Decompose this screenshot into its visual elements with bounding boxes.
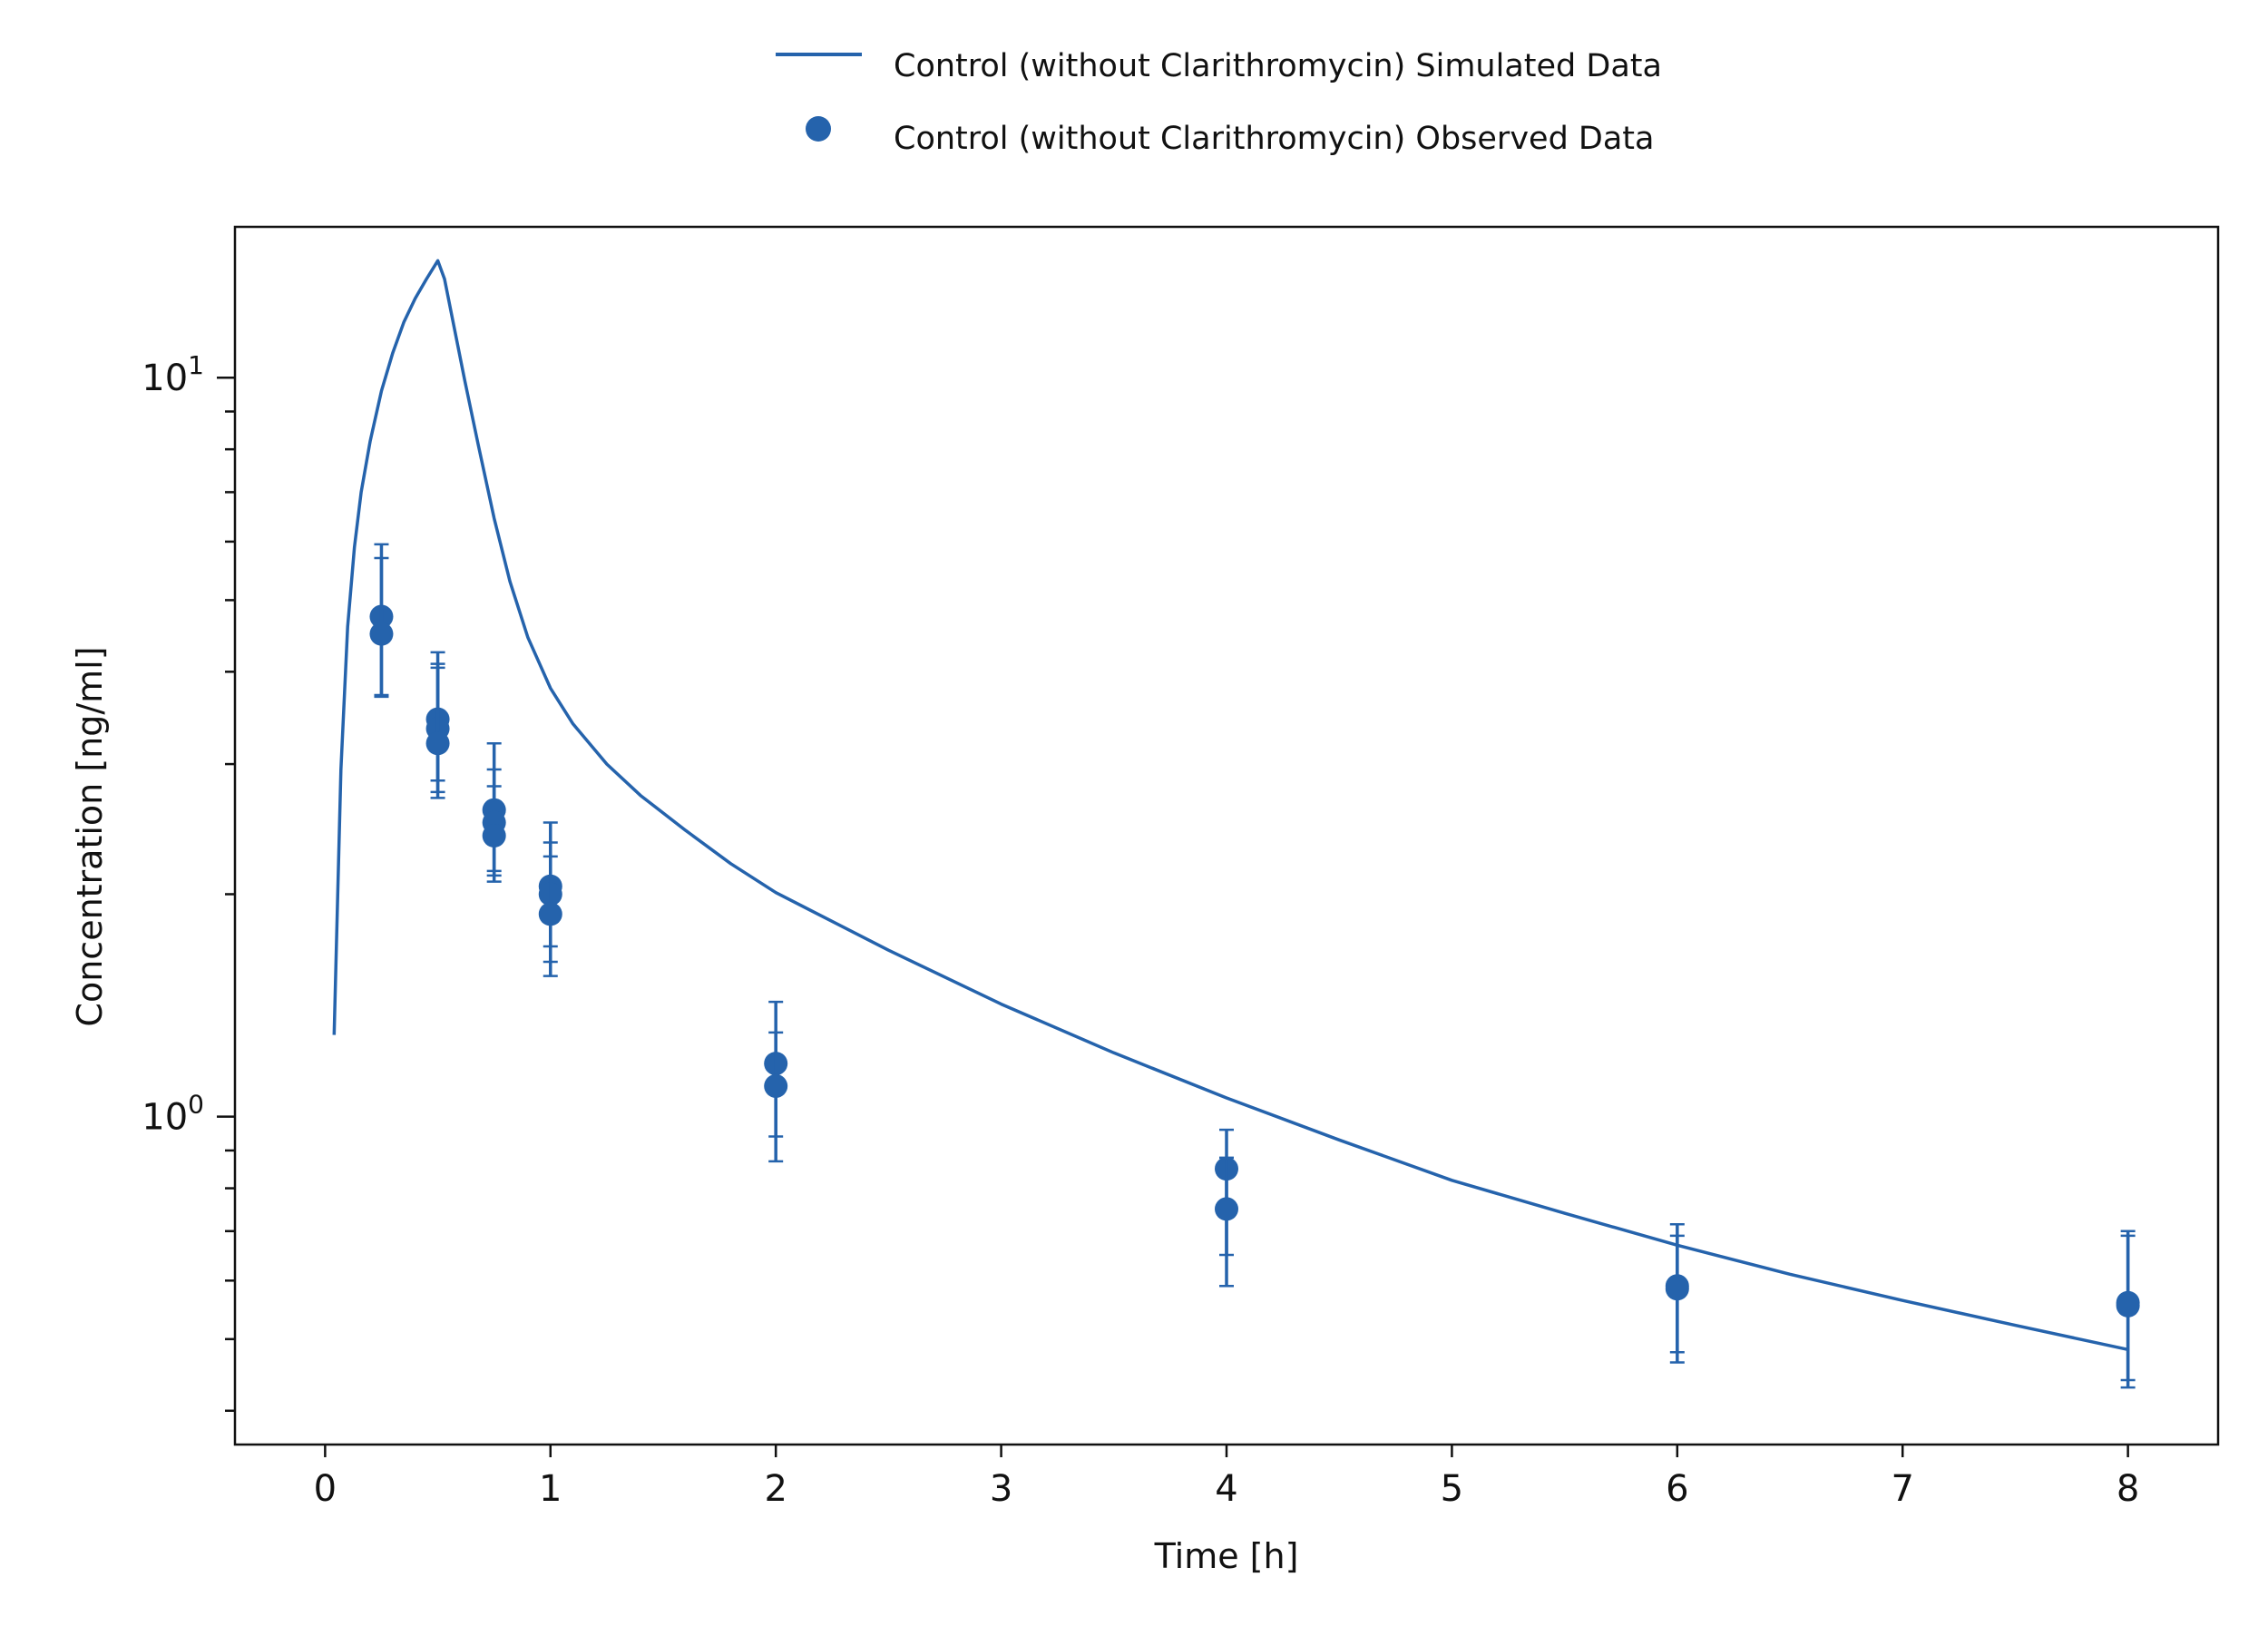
observed-point [1215, 1197, 1238, 1221]
observed-point-group [482, 785, 506, 873]
legend-label-simulated: Control (without Clarithromycin) Simulat… [894, 48, 1662, 84]
observed-series [369, 543, 2140, 1389]
observed-point [425, 731, 450, 756]
x-tick-label: 6 [1666, 1468, 1688, 1510]
observed-point [369, 622, 394, 646]
observed-point [482, 824, 506, 847]
legend-label-observed: Control (without Clarithromycin) Observe… [894, 121, 1654, 157]
x-tick-label: 2 [764, 1468, 787, 1510]
observed-point-group [369, 556, 394, 697]
y-tick-label-base: 10 [142, 1097, 188, 1139]
observed-point-group [1665, 1234, 1689, 1354]
observed-point-group [764, 1031, 788, 1138]
observed-point-group [538, 855, 562, 948]
legend: Control (without Clarithromycin) Simulat… [776, 48, 1662, 157]
observed-point [764, 1073, 788, 1098]
observed-point-group [2116, 1234, 2140, 1382]
y-tick-label: 100 [142, 1090, 204, 1139]
x-tick-label: 7 [1892, 1468, 1914, 1510]
x-tick-label: 3 [990, 1468, 1012, 1510]
legend-marker-swatch [806, 116, 831, 142]
y-tick-label-base: 10 [142, 358, 188, 399]
y-tick-label: 101 [142, 350, 204, 399]
y-tick-label-exponent: 0 [188, 1090, 204, 1120]
simulated-line [332, 259, 2128, 1352]
x-tick-label: 0 [314, 1468, 337, 1510]
x-tick-label: 4 [1215, 1468, 1237, 1510]
x-axis-label: Time [h] [1154, 1536, 1299, 1576]
y-axis-label: Concentration [ng/ml] [70, 646, 110, 1026]
observed-point-group [425, 666, 450, 782]
simulated-series [332, 259, 2128, 1352]
observed-point-group [1215, 1156, 1238, 1257]
x-tick-label: 1 [539, 1468, 562, 1510]
observed-point [538, 902, 562, 926]
y-tick-label-exponent: 1 [188, 350, 204, 380]
observed-point [1665, 1277, 1689, 1301]
x-axis: 0 1 2 3 4 5 6 7 8 [314, 1445, 2139, 1510]
x-tick-label: 5 [1441, 1468, 1463, 1510]
observed-point [2116, 1293, 2140, 1318]
x-tick-label: 8 [2116, 1468, 2139, 1510]
